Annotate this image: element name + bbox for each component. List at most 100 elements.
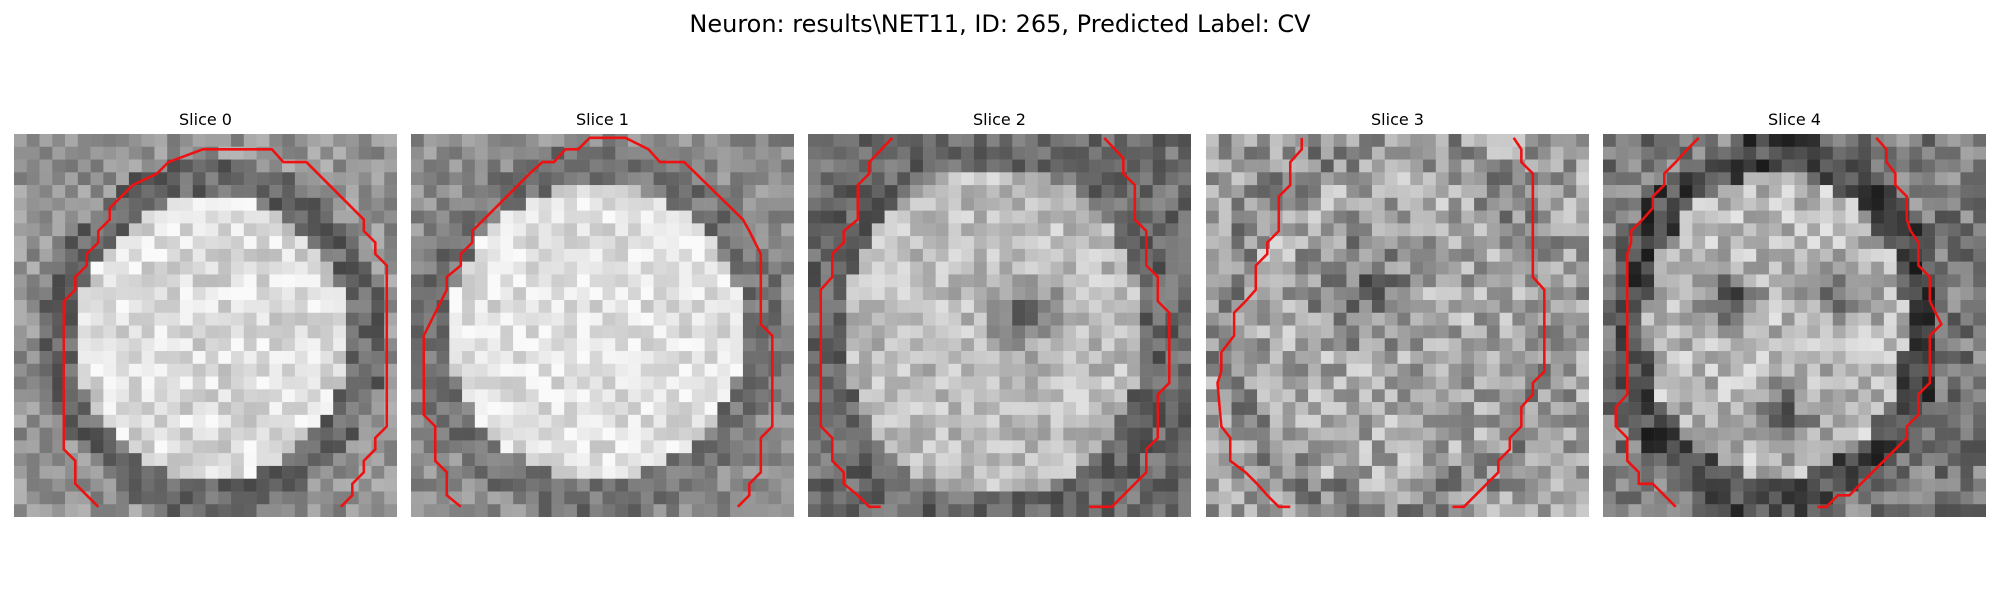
pixel [487,440,501,454]
pixel [449,172,463,186]
pixel [1152,223,1166,237]
pixel [1088,427,1102,441]
pixel [1461,146,1475,160]
pixel [52,248,66,262]
pixel [128,402,142,416]
pixel [1781,389,1795,403]
pixel [820,414,834,428]
pixel [1743,197,1757,211]
pixel [973,197,987,211]
pixel [1960,197,1974,211]
pixel [1165,134,1179,148]
pixel [205,159,219,173]
pixel [666,363,680,377]
pixel [640,465,654,479]
pixel [666,325,680,339]
pixel [1423,491,1437,505]
pixel [358,312,372,326]
pixel [1474,351,1488,365]
pixel [1359,210,1373,224]
pixel [1717,210,1731,224]
pixel [922,402,936,416]
pixel [1641,465,1655,479]
pixel [1973,248,1986,262]
pixel [1781,402,1795,416]
pixel [961,197,975,211]
pixel [1371,478,1385,492]
pixel [14,491,28,505]
pixel [1922,172,1936,186]
pixel [768,274,782,288]
pixel [1756,248,1770,262]
pixel [1448,223,1462,237]
pixel [1423,389,1437,403]
pixel [589,172,603,186]
pixel [39,363,53,377]
pixel [1139,172,1153,186]
pixel [897,185,911,199]
pixel [691,363,705,377]
pixel [1127,440,1141,454]
pixel [986,414,1000,428]
pixel [1139,261,1153,275]
pixel [154,402,168,416]
pixel [1359,478,1373,492]
pixel [205,197,219,211]
pixel [1308,363,1322,377]
pixel [500,312,514,326]
pixel [307,172,321,186]
pixel [26,146,40,160]
pixel [1692,465,1706,479]
pixel [358,351,372,365]
pixel [935,299,949,313]
pixel [1922,453,1936,467]
pixel [269,491,283,505]
pixel [39,312,53,326]
pixel [961,146,975,160]
pixel [167,325,181,339]
pixel [192,312,206,326]
pixel [589,223,603,237]
pixel [384,197,397,211]
pixel [525,236,539,250]
pixel [1333,197,1347,211]
pixel [1615,185,1629,199]
pixel [1282,223,1296,237]
pixel [449,210,463,224]
pixel [973,453,987,467]
pixel [500,134,514,148]
pixel [820,299,834,313]
pixel [116,478,130,492]
pixel [717,312,731,326]
pixel [1973,159,1986,173]
pixel [1333,351,1347,365]
pixel [1628,134,1642,148]
pixel [1871,478,1885,492]
pixel [243,376,257,390]
pixel [820,389,834,403]
pixel [1756,159,1770,173]
pixel [333,465,347,479]
pixel [1461,363,1475,377]
pixel [1152,465,1166,479]
pixel [1165,504,1179,517]
pixel [1525,414,1539,428]
pixel [1384,491,1398,505]
pixel [1333,236,1347,250]
pixel [192,351,206,365]
pixel [1499,414,1513,428]
pixel [1178,414,1191,428]
pixel [884,465,898,479]
pixel [973,159,987,173]
pixel [1435,338,1449,352]
pixel [1871,261,1885,275]
pixel [1050,261,1064,275]
pixel [14,312,28,326]
pixel [1499,172,1513,186]
pixel [1423,414,1437,428]
pixel [1063,389,1077,403]
pixel [282,363,296,377]
pixel [986,274,1000,288]
pixel [871,236,885,250]
pixel [1973,427,1986,441]
